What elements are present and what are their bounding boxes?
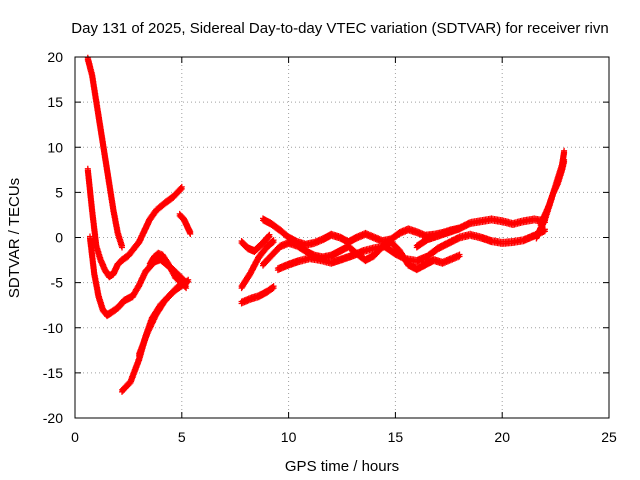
data-points: [84, 54, 568, 395]
data-point-marks: [413, 215, 548, 251]
series-trace: [176, 210, 194, 237]
data-point-marks: [260, 238, 463, 274]
data-point-marks: [274, 226, 548, 274]
x-axis-label: GPS time / hours: [285, 458, 399, 475]
data-point-marks: [238, 231, 273, 255]
series-trace: [260, 238, 463, 274]
y-axis-label: SDTVAR / TECUs: [6, 178, 23, 298]
series-trace: [238, 231, 273, 255]
x-tick-label: 20: [494, 429, 510, 445]
y-tick-label: 15: [47, 94, 63, 110]
data-point-marks: [537, 156, 568, 228]
y-tick-label: 20: [47, 49, 63, 65]
series-trace: [238, 237, 277, 292]
data-point-marks: [176, 210, 194, 237]
x-tick-label: 5: [178, 429, 186, 445]
series-trace: [146, 249, 190, 292]
axis-ticks: 0 5 10 15 20 25 -20 -15 -10 -5 0 5 10 15 20: [43, 49, 617, 445]
series-trace: [537, 156, 568, 228]
x-tick-label: 25: [601, 429, 617, 445]
series-trace: [274, 226, 548, 274]
x-tick-label: 15: [388, 429, 404, 445]
data-point-marks: [84, 165, 185, 281]
x-tick-label: 0: [71, 429, 79, 445]
data-point-marks: [146, 249, 190, 292]
data-point-marks: [84, 54, 125, 251]
y-tick-label: -15: [43, 365, 63, 381]
series-trace: [413, 215, 548, 251]
y-tick-label: 10: [47, 139, 63, 155]
data-point-marks: [238, 283, 277, 307]
series-trace: [84, 165, 185, 281]
y-tick-label: -20: [43, 410, 63, 426]
y-tick-label: -5: [51, 275, 64, 291]
series-trace: [84, 54, 125, 251]
x-tick-label: 10: [281, 429, 297, 445]
plot-frame: [74, 56, 610, 419]
chart-title: Day 131 of 2025, Sidereal Day-to-day VTE…: [71, 20, 608, 37]
y-tick-label: 0: [55, 230, 63, 246]
y-tick-label: 5: [55, 184, 63, 200]
data-point-marks: [238, 237, 277, 292]
y-tick-label: -10: [43, 320, 63, 336]
series-trace: [238, 283, 277, 307]
